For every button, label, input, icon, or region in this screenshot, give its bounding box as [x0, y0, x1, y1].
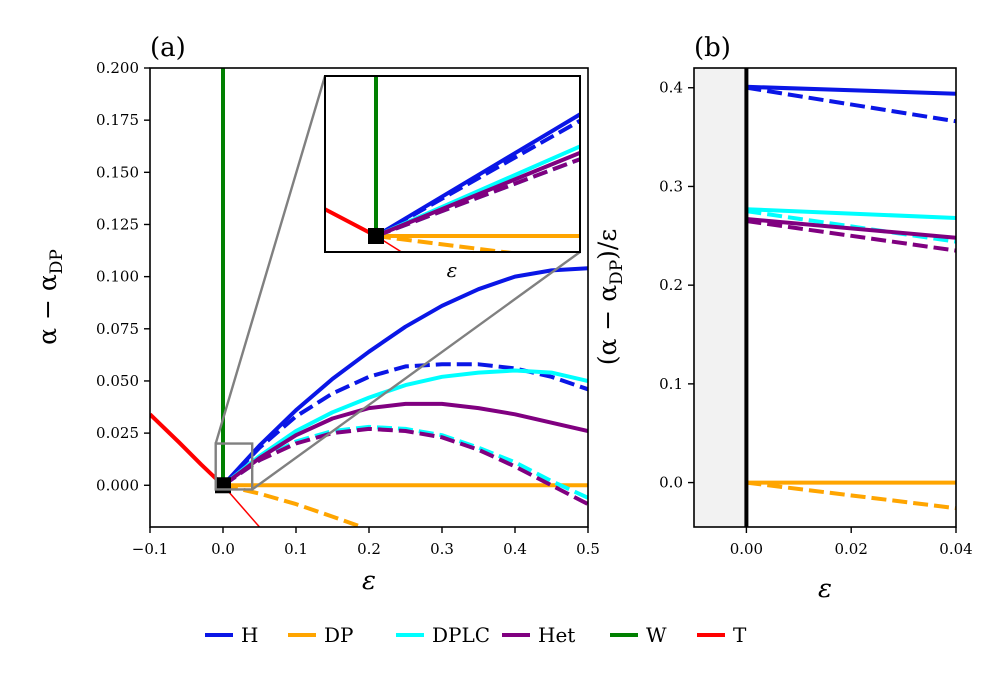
legend-label-dplc: DPLC — [432, 623, 490, 647]
y-tick-label: 0.125 — [96, 215, 139, 233]
y-tick-label: 0.3 — [659, 177, 683, 195]
y-tick-label: 0.4 — [659, 79, 683, 97]
series-het-solid-line — [375, 150, 580, 238]
panel-b-frame — [693, 67, 957, 528]
series-t-solid-thick-line — [325, 207, 377, 238]
zoom-box — [214, 442, 254, 491]
series-dplc-solid-line — [221, 368, 588, 487]
panel-b-ylabel-sub: DP — [607, 260, 627, 285]
series-h-solid-line — [746, 84, 956, 96]
x-tick-label: 0.00 — [730, 540, 763, 558]
inset: ε — [324, 75, 581, 282]
x-tick-label: 0.02 — [834, 540, 867, 558]
legend-label-het: Het — [538, 623, 575, 647]
panel-a-ylabel: α − αDP — [33, 249, 67, 345]
series-dp-dashed-line — [746, 480, 956, 511]
x-tick-label: 0.4 — [503, 540, 527, 558]
inset-frame — [324, 75, 581, 253]
panel-b-x-ticks: 0.00 0.02 0.04 — [730, 527, 973, 558]
series-t-solid-thick-line — [150, 412, 225, 487]
y-tick-label: 0.0 — [659, 474, 683, 492]
y-tick-label: 0.150 — [96, 163, 139, 181]
series-dplc-solid-line — [746, 207, 956, 220]
legend: H DP DPLC Het W T — [205, 623, 747, 647]
y-tick-label: 0.1 — [659, 375, 683, 393]
zoom-indicator — [214, 75, 581, 491]
series-h-solid-line — [221, 266, 588, 487]
legend-label-h: H — [241, 623, 258, 647]
y-tick-label: 0.025 — [96, 424, 139, 442]
y-tick-label: 0.100 — [96, 268, 139, 286]
series-het-dashed-line — [746, 219, 956, 253]
inset-critical-point-marker — [368, 228, 384, 244]
series-h-dashed-line — [746, 85, 956, 124]
series-het-dashed-line — [375, 157, 580, 238]
panel-b-xlabel: ε — [818, 574, 832, 604]
series-dp-dashed-line — [375, 234, 520, 252]
critical-point-marker — [215, 477, 231, 494]
panel-b-ylabel-main: (α − α — [593, 285, 622, 365]
series-het-solid-line — [746, 217, 956, 240]
panel-b-ylabel-tail: )/ε — [593, 229, 622, 260]
y-tick-label: 0.175 — [96, 111, 139, 129]
inset-xlabel: ε — [447, 258, 458, 282]
x-tick-label: 0.04 — [939, 540, 972, 558]
panel-b: (b) 0.00 0.02 0.04 0.0 0.1 0.2 0.3 0.4 ε (α − … — [593, 33, 973, 604]
legend-label-dp: DP — [324, 623, 354, 647]
series-dp-dashed-line — [222, 483, 363, 527]
panel-b-ylabel: (α − αDP)/ε — [593, 229, 627, 366]
x-tick-label: 0.2 — [357, 540, 381, 558]
panel-b-y-ticks: 0.0 0.1 0.2 0.3 0.4 — [659, 79, 694, 492]
x-tick-label: 0.1 — [284, 540, 308, 558]
panel-b-series — [744, 68, 956, 527]
x-tick-label: 0.5 — [576, 540, 600, 558]
panel-a-x-ticks: −0.1 0.0 0.1 0.2 0.3 0.4 0.5 — [132, 527, 600, 558]
series-t-solid-thin-line — [375, 235, 403, 252]
panel-a-xlabel: ε — [362, 566, 376, 596]
panel-a-series — [150, 68, 588, 527]
zoom-connector-bottom — [251, 251, 581, 491]
x-tick-label: 0.3 — [430, 540, 454, 558]
panel-a-ylabel-sub: DP — [47, 249, 67, 274]
legend-label-w: W — [646, 623, 667, 647]
inset-series — [325, 76, 580, 252]
series-h-solid-line — [374, 112, 580, 238]
panel-a: (a) −0.1 0.0 0.1 0.2 0.3 0.4 0.5 0.0000.0250.0… — [33, 33, 600, 596]
panel-a-y-ticks: 0.000 0.025 0.050 0.075 0.100 0.125 0.150 0.175… — [96, 59, 150, 494]
panel-b-label: (b) — [694, 33, 731, 63]
y-tick-label: 0.2 — [659, 276, 683, 294]
panel-a-ylabel-main: α − α — [33, 274, 62, 345]
legend-label-t: T — [733, 623, 747, 647]
series-het-solid-line — [221, 401, 588, 487]
y-tick-label: 0.000 — [96, 476, 139, 494]
y-tick-label: 0.200 — [96, 59, 139, 77]
series-het-dashed-line — [221, 426, 588, 506]
panel-b-negative-region — [694, 68, 747, 527]
y-tick-label: 0.075 — [96, 320, 139, 338]
x-tick-label: 0.0 — [211, 540, 235, 558]
y-tick-label: 0.050 — [96, 372, 139, 390]
x-tick-label: −0.1 — [132, 540, 168, 558]
series-h-dashed-line — [375, 119, 580, 238]
series-h-dashed-line — [221, 362, 588, 487]
panel-a-label: (a) — [150, 33, 186, 63]
zoom-connector-top — [214, 75, 327, 444]
